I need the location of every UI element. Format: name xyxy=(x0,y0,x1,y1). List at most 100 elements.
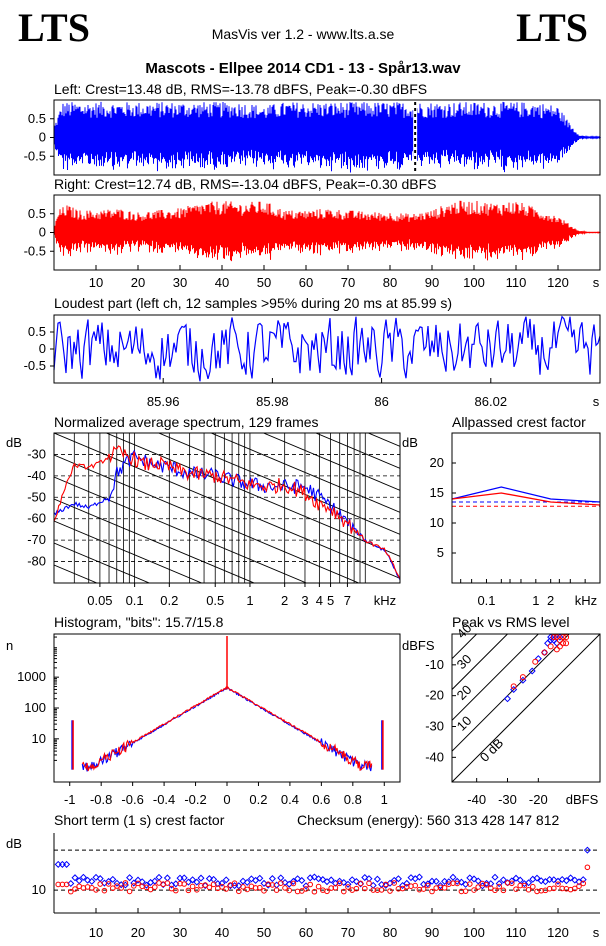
short-crest-point-red xyxy=(366,880,372,887)
short-crest-point-blue xyxy=(163,874,171,882)
peak-rms-xtick-label: -20 xyxy=(529,792,548,807)
short-crest-point-red xyxy=(143,884,150,891)
short-crest-point-red xyxy=(387,888,393,894)
short-crest-point-red xyxy=(429,888,435,895)
spectrum-slope-line xyxy=(54,520,203,583)
short-crest-point-blue xyxy=(352,878,360,886)
spectrum-xunit: kHz xyxy=(374,593,396,608)
short-crest-xtick-label: 110 xyxy=(506,925,527,940)
short-crest-point-blue xyxy=(109,875,117,883)
peak-rms-point-red xyxy=(547,643,554,650)
right-channel-xunit: s xyxy=(593,275,600,290)
short-crest-point-red xyxy=(72,886,78,892)
short-crest-point-red xyxy=(240,884,246,890)
short-crest-point-red xyxy=(307,881,314,888)
crest-xunit: kHz xyxy=(575,593,597,608)
peak-rms-diagonal xyxy=(452,634,600,782)
short-crest-point-blue xyxy=(516,876,524,884)
short-crest-point-red xyxy=(189,883,196,890)
short-crest-point-blue xyxy=(121,881,129,889)
short-crest-point-red xyxy=(299,888,305,894)
short-crest-point-red xyxy=(521,882,528,889)
loudest-xunit: s xyxy=(593,394,600,409)
histogram-xtick-label: -0.6 xyxy=(121,792,143,807)
short-crest-point-red xyxy=(471,887,477,893)
histogram-ytick-label: 10 xyxy=(32,731,46,746)
spectrum-ytick-label: -30 xyxy=(27,446,46,461)
loudest-ytick-label: 0.5 xyxy=(28,324,46,339)
short-crest-point-blue xyxy=(462,880,470,888)
crest-ytick-label: 15 xyxy=(430,485,444,500)
crest-ytick-label: 5 xyxy=(437,545,444,560)
short-crest-point-blue xyxy=(252,876,260,884)
short-crest-point-blue xyxy=(386,879,394,887)
short-crest-point-red xyxy=(110,885,116,891)
loudest-part-title: Loudest part (left ch, 12 samples >95% d… xyxy=(54,295,453,311)
short-crest-point-red xyxy=(210,881,217,888)
short-crest-point-red xyxy=(441,885,448,891)
short-crest-point-red xyxy=(181,881,187,887)
short-crest-point-red xyxy=(420,886,427,892)
histogram-xtick-label: -1 xyxy=(64,792,76,807)
crest-xtick-label: 1 xyxy=(532,593,539,608)
short-crest-point-red xyxy=(223,886,229,892)
histogram-xtick-label: 0 xyxy=(223,792,230,807)
short-crest-point-red xyxy=(496,883,503,890)
crest-ytick-label: 20 xyxy=(430,455,444,470)
short-crest-point-blue xyxy=(436,882,444,890)
right-channel-xtick-label: 20 xyxy=(131,275,145,290)
short-crest-point-red xyxy=(68,888,74,895)
peak-rms-title: Peak vs RMS level xyxy=(452,614,570,630)
short-crest-point-red xyxy=(530,883,536,890)
short-crest-xtick-label: 20 xyxy=(131,925,145,940)
short-crest-point-red xyxy=(555,881,561,887)
loudest-ytick-label: -0.5 xyxy=(24,358,46,373)
loudest-xtick-label: 85.98 xyxy=(256,394,289,409)
spectrum-xtick-label: 5 xyxy=(327,593,334,608)
short-crest-xtick-label: 100 xyxy=(463,925,485,940)
spectrum-xtick-label: 2 xyxy=(281,593,288,608)
short-crest-point-red xyxy=(492,887,498,894)
spectrum-xtick-label: 0.05 xyxy=(87,593,112,608)
short-crest-point-red xyxy=(336,880,343,887)
short-crest-point-red xyxy=(206,884,213,891)
short-crest-point-red xyxy=(135,880,141,887)
histogram-xtick-label: -0.4 xyxy=(153,792,175,807)
right-channel-wave xyxy=(53,200,601,262)
right-channel-xtick-label: 110 xyxy=(506,275,527,290)
spectrum-ytick-label: -50 xyxy=(27,489,46,504)
short-crest-point-blue xyxy=(394,875,402,883)
short-crest-point-blue xyxy=(176,874,184,882)
short-crest-point-red xyxy=(462,888,469,894)
spectrum-ytick-label: -40 xyxy=(27,468,46,483)
short-crest-point-red xyxy=(572,885,578,892)
short-crest-point-red xyxy=(236,888,242,895)
short-crest-point-blue xyxy=(285,880,293,888)
short-crest-point-red xyxy=(488,885,494,891)
histogram-title: Histogram, "bits": 15.7/15.8 xyxy=(54,614,224,630)
spectrum-title: Normalized average spectrum, 129 frames xyxy=(54,414,319,430)
short-crest-xtick-label: 90 xyxy=(425,925,439,940)
short-crest-point-blue xyxy=(567,874,575,882)
short-crest-point-red xyxy=(164,880,171,886)
spectrum-xtick-label: 0.2 xyxy=(160,593,178,608)
short-crest-xtick-label: 10 xyxy=(89,925,103,940)
peak-rms-point-red xyxy=(553,646,560,653)
short-crest-point-blue xyxy=(184,878,192,886)
peak-rms-ytick-label: -20 xyxy=(425,688,444,703)
peak-rms-point-red xyxy=(553,634,560,641)
right-channel-xtick-label: 90 xyxy=(425,275,439,290)
crest-ytick-label: 10 xyxy=(430,515,444,530)
short-crest-point-blue xyxy=(75,877,83,885)
peak-rms-point-red xyxy=(560,640,566,647)
peak-rms-frame xyxy=(451,633,601,783)
spectrum-slope-line xyxy=(262,433,400,491)
short-crest-point-blue xyxy=(483,879,491,887)
short-crest-point-red xyxy=(152,884,158,890)
short-crest-point-blue xyxy=(58,860,66,868)
spectrum-frame xyxy=(53,432,401,584)
peak-rms-point-red xyxy=(541,649,548,656)
spectrum-xtick-label: 0.5 xyxy=(206,593,224,608)
short-crest-point-blue xyxy=(151,877,159,885)
histogram-blue-line xyxy=(81,686,373,772)
